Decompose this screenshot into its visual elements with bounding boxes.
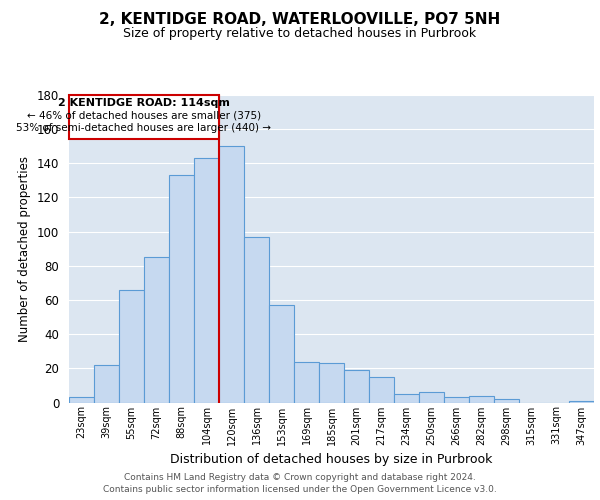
Bar (294, 362, 319, 403)
Bar (244, 237, 269, 402)
X-axis label: Distribution of detached houses by size in Purbrook: Distribution of detached houses by size … (170, 453, 493, 466)
Text: 53% of semi-detached houses are larger (440) →: 53% of semi-detached houses are larger (… (17, 123, 271, 133)
Bar (394, 394, 419, 402)
Bar (169, 176, 194, 402)
Text: 2, KENTIDGE ROAD, WATERLOOVILLE, PO7 5NH: 2, KENTIDGE ROAD, WATERLOOVILLE, PO7 5NH (100, 12, 500, 28)
Bar (119, 290, 144, 403)
Bar (144, 258, 169, 402)
Bar (194, 158, 219, 402)
Bar (69, 398, 94, 402)
Bar (444, 398, 469, 402)
Bar (269, 305, 294, 402)
Bar (569, 401, 594, 402)
Bar (419, 392, 444, 402)
Bar (319, 363, 344, 403)
Text: ← 46% of detached houses are smaller (375): ← 46% of detached houses are smaller (37… (27, 110, 261, 120)
FancyBboxPatch shape (69, 95, 219, 140)
Text: 2 KENTIDGE ROAD: 114sqm: 2 KENTIDGE ROAD: 114sqm (58, 98, 230, 108)
Text: Contains HM Land Registry data © Crown copyright and database right 2024.: Contains HM Land Registry data © Crown c… (124, 472, 476, 482)
Bar (94, 365, 119, 403)
Bar (219, 146, 244, 403)
Bar (344, 370, 369, 402)
Text: Size of property relative to detached houses in Purbrook: Size of property relative to detached ho… (124, 28, 476, 40)
Text: Contains public sector information licensed under the Open Government Licence v3: Contains public sector information licen… (103, 485, 497, 494)
Bar (494, 399, 519, 402)
Bar (369, 377, 394, 402)
Y-axis label: Number of detached properties: Number of detached properties (19, 156, 31, 342)
Bar (469, 396, 494, 402)
